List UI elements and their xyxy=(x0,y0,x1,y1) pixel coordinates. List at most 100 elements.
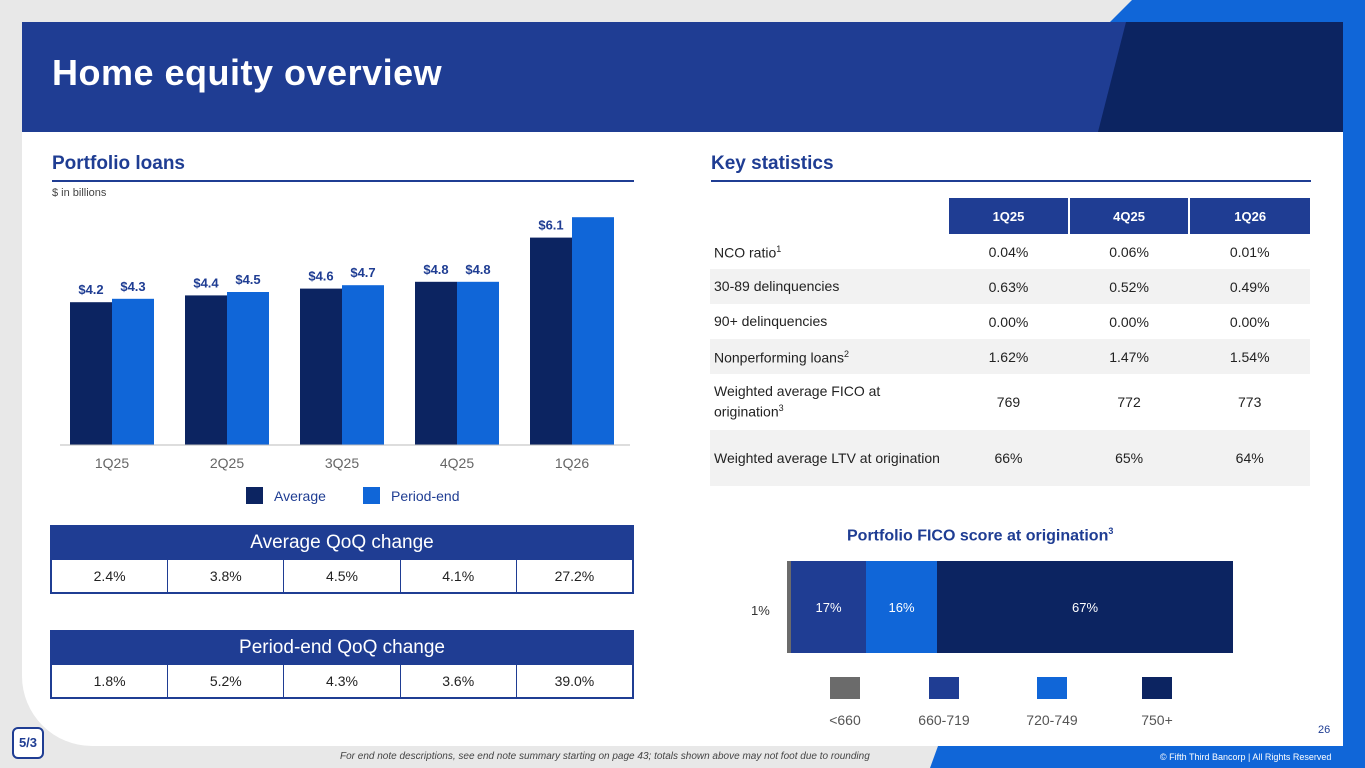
fico-legend-swatch xyxy=(830,677,860,699)
x-tick-label: 1Q26 xyxy=(555,455,589,471)
legend-average-swatch xyxy=(246,487,263,504)
fico-legend-label: 660-719 xyxy=(918,712,970,728)
copyright: © Fifth Third Bancorp | All Rights Reser… xyxy=(1160,752,1332,762)
stats-label-text: Nonperforming loans xyxy=(714,349,844,366)
x-tick-label: 1Q25 xyxy=(95,455,129,471)
fico-segment: 67% xyxy=(937,561,1233,653)
period-end-qoq-cell: 4.3% xyxy=(284,665,401,697)
x-tick-label: 2Q25 xyxy=(210,455,244,471)
average-qoq-row: 2.4% 3.8% 4.5% 4.1% 27.2% xyxy=(50,560,634,594)
fico-segment: 17% xyxy=(791,561,866,653)
legend-period-end-label: Period-end xyxy=(391,487,460,504)
bar-period-end xyxy=(572,217,614,445)
stats-row: NCO ratio1 0.04% 0.06% 0.01% xyxy=(710,234,1310,269)
period-end-qoq-table: Period-end QoQ change 1.8% 5.2% 4.3% 3.6… xyxy=(50,630,634,699)
key-statistics-rule xyxy=(711,180,1311,182)
stats-label-text: NCO ratio xyxy=(714,244,777,261)
data-label: $4.6 xyxy=(308,269,333,284)
stats-cell: 1.62% xyxy=(948,339,1069,374)
bar-average xyxy=(415,281,457,445)
data-label: $4.2 xyxy=(78,282,103,297)
data-label: $4.4 xyxy=(193,275,219,290)
fico-legend-label: 720-749 xyxy=(1026,712,1078,728)
fico-legend-label: <660 xyxy=(829,712,861,728)
stats-row-label: 90+ delinquencies xyxy=(714,313,828,329)
key-statistics-title: Key statistics xyxy=(711,153,834,174)
bar-period-end xyxy=(457,281,499,445)
stats-cell: 65% xyxy=(1068,430,1190,486)
legend-average-label: Average xyxy=(274,487,326,504)
stats-cell: 0.49% xyxy=(1189,269,1310,304)
data-label: $4.8 xyxy=(423,262,448,277)
period-end-qoq-cell: 1.8% xyxy=(52,665,169,697)
average-qoq-cell: 2.4% xyxy=(52,560,169,592)
header-dark-accent xyxy=(1098,22,1343,132)
stats-row-label: NCO ratio1 xyxy=(710,234,948,269)
stats-cell: 0.00% xyxy=(988,313,1029,330)
bar-period-end xyxy=(112,298,154,445)
bar-period-end xyxy=(342,285,384,445)
footnote-ref: 3 xyxy=(1108,526,1114,536)
average-qoq-table: Average QoQ change 2.4% 3.8% 4.5% 4.1% 2… xyxy=(50,525,634,594)
fifth-third-logo: 5/3 xyxy=(12,727,44,759)
fico-small-segment-label: 1% xyxy=(751,603,770,618)
average-qoq-cell: 4.1% xyxy=(401,560,517,592)
period-end-qoq-title: Period-end QoQ change xyxy=(50,630,634,665)
stats-row: Weighted average LTV at origination 66% … xyxy=(710,430,1310,486)
stats-col-header: 4Q25 xyxy=(1067,198,1190,234)
stats-cell: 66% xyxy=(948,430,1069,486)
stats-label-text: Weighted average FICO at origination xyxy=(714,383,881,420)
stats-row: 90+ delinquencies 0.00% 0.00% 0.00% xyxy=(710,304,1310,339)
legend-period-end: Period-end xyxy=(363,487,460,504)
fico-title: Portfolio FICO score at origination3 xyxy=(847,526,1113,545)
units-label: $ in billions xyxy=(52,187,107,199)
portfolio-loans-chart: $4.2 $4.3 1Q25 $4.4 $4.5 2Q25 $4.6 $4.7 3Q25 $4.8… xyxy=(60,217,630,471)
stats-row: Weighted average FICO at origination3 76… xyxy=(710,374,1310,430)
average-qoq-cell: 27.2% xyxy=(554,568,595,584)
portfolio-loans-title: Portfolio loans xyxy=(52,153,185,174)
fico-title-text: Portfolio FICO score at origination xyxy=(847,527,1109,545)
fico-legend-swatch xyxy=(929,677,959,699)
stats-cell: 0.00% xyxy=(1109,313,1149,330)
average-qoq-cell: 4.5% xyxy=(284,560,401,592)
stats-header-row: 1Q25 4Q25 1Q26 xyxy=(710,198,1310,234)
period-end-qoq-cell: 39.0% xyxy=(554,673,595,689)
period-end-qoq-row: 1.8% 5.2% 4.3% 3.6% 39.0% xyxy=(50,665,634,699)
legend-period-end-swatch xyxy=(363,487,380,504)
bar-average xyxy=(70,302,112,445)
average-qoq-title: Average QoQ change xyxy=(50,525,634,560)
stats-row-label: Weighted average FICO at origination3 xyxy=(710,374,948,430)
stats-row: 30-89 delinquencies 0.63% 0.52% 0.49% xyxy=(710,269,1310,304)
x-tick-label: 4Q25 xyxy=(440,455,474,471)
legend-average: Average xyxy=(246,487,326,504)
stats-row-label: 30-89 delinquencies xyxy=(710,269,949,304)
bar-average xyxy=(300,288,342,445)
stats-cell: 0.00% xyxy=(1229,313,1270,330)
stats-row-label: Weighted average LTV at origination xyxy=(710,430,949,486)
stats-cell: 0.06% xyxy=(1109,243,1149,260)
data-label: $4.8 xyxy=(465,262,490,277)
average-qoq-cell: 3.8% xyxy=(168,560,285,592)
period-end-qoq-cell: 5.2% xyxy=(168,665,285,697)
page-number: 26 xyxy=(1318,724,1331,736)
header-banner xyxy=(22,22,1343,132)
stats-cell: 0.63% xyxy=(948,269,1069,304)
footnote: For end note descriptions, see end note … xyxy=(340,751,870,762)
key-statistics-table: 1Q25 4Q25 1Q26 NCO ratio1 0.04% 0.06% 0.… xyxy=(710,198,1310,486)
bar-average xyxy=(185,295,227,445)
fico-legend-label: 750+ xyxy=(1141,712,1173,728)
footnote-ref: 3 xyxy=(778,403,784,414)
stats-cell: 1.54% xyxy=(1189,339,1310,374)
fico-legend-swatch xyxy=(1142,677,1172,699)
fico-stacked-bar: 17% 16% 67% xyxy=(787,561,1233,653)
corner-accent xyxy=(1110,0,1365,22)
stats-header-blank xyxy=(710,198,948,234)
data-label: $4.3 xyxy=(120,279,145,294)
footnote-ref: 2 xyxy=(843,349,849,360)
fico-legend-swatch xyxy=(1037,677,1067,699)
portfolio-rule xyxy=(52,180,634,182)
bar-average xyxy=(530,237,572,445)
footer-accent xyxy=(930,746,1365,768)
stats-col-header: 1Q25 xyxy=(947,198,1069,234)
